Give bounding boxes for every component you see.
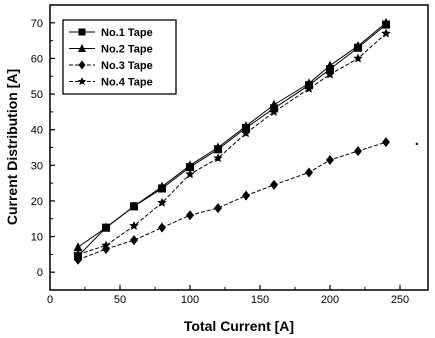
y-axis-title: Current Distribution [A] — [4, 69, 20, 225]
data-point — [129, 220, 139, 230]
series-line — [77, 33, 387, 255]
y-tick-label: 70 — [31, 18, 43, 30]
data-point — [353, 40, 363, 50]
data-point — [381, 28, 391, 38]
legend-label: No.4 Tape — [101, 77, 153, 89]
legend-label: No.3 Tape — [101, 60, 153, 72]
y-tick-label: 60 — [31, 53, 43, 65]
x-tick-label: 150 — [251, 294, 269, 306]
data-point — [157, 181, 167, 191]
y-tick-label: 40 — [31, 125, 43, 137]
data-point — [130, 235, 138, 246]
legend-marker — [78, 60, 86, 70]
data-point — [242, 190, 250, 201]
legend-label: No.2 Tape — [101, 44, 153, 56]
series-2 — [73, 17, 391, 252]
data-point — [185, 160, 195, 170]
data-point — [157, 197, 167, 207]
data-point — [305, 167, 313, 178]
data-point — [325, 69, 335, 79]
data-point — [382, 137, 390, 148]
stray-point — [415, 142, 418, 146]
data-point — [213, 142, 223, 152]
data-point — [270, 179, 278, 190]
data-point — [326, 154, 334, 165]
data-point — [304, 78, 314, 88]
data-point — [101, 222, 111, 232]
data-point — [241, 128, 251, 138]
x-tick-label: 100 — [181, 294, 199, 306]
legend-marker — [78, 28, 86, 36]
x-tick-label: 0 — [47, 294, 53, 306]
data-point — [101, 240, 111, 250]
data-point — [354, 146, 362, 157]
y-tick-label: 0 — [37, 267, 43, 279]
legend-item: No.1 Tape — [69, 27, 153, 39]
data-point — [185, 169, 195, 179]
series-3 — [74, 137, 390, 265]
data-point — [304, 83, 314, 93]
data-point — [213, 153, 223, 163]
data-point — [269, 106, 279, 116]
data-point — [214, 203, 222, 214]
data-point — [241, 121, 251, 131]
legend-item: No.2 Tape — [69, 44, 153, 56]
axis-ticks: 0 50 100 150 200 250 0 10 20 30 40 50 60 70 — [31, 18, 409, 306]
data-point — [325, 60, 335, 70]
legend-marker — [77, 77, 87, 86]
x-tick-label: 250 — [391, 294, 409, 306]
y-tick-label: 50 — [31, 89, 43, 101]
y-tick-label: 30 — [31, 160, 43, 172]
data-point — [73, 242, 83, 252]
legend: No.1 Tape No.2 Tape No.3 Tape No.4 Tape — [62, 19, 177, 95]
legend-marker — [78, 44, 86, 52]
data-point — [269, 99, 279, 109]
y-tick-label: 20 — [31, 196, 43, 208]
data-point — [353, 53, 363, 63]
data-point — [381, 17, 391, 27]
data-point — [186, 210, 194, 221]
y-tick-label: 10 — [31, 232, 43, 244]
data-point — [129, 201, 139, 211]
x-tick-label: 200 — [321, 294, 339, 306]
data-point — [158, 222, 166, 233]
data-point — [73, 249, 83, 259]
series-line — [77, 141, 387, 261]
series-4 — [73, 28, 391, 259]
legend-item: No.3 Tape — [69, 60, 153, 72]
x-axis-title: Total Current [A] — [184, 318, 294, 334]
series-line — [77, 22, 387, 248]
x-tick-label: 50 — [114, 294, 126, 306]
legend-item: No.4 Tape — [69, 77, 153, 89]
legend-label: No.1 Tape — [101, 27, 153, 39]
series-layer — [73, 17, 418, 265]
